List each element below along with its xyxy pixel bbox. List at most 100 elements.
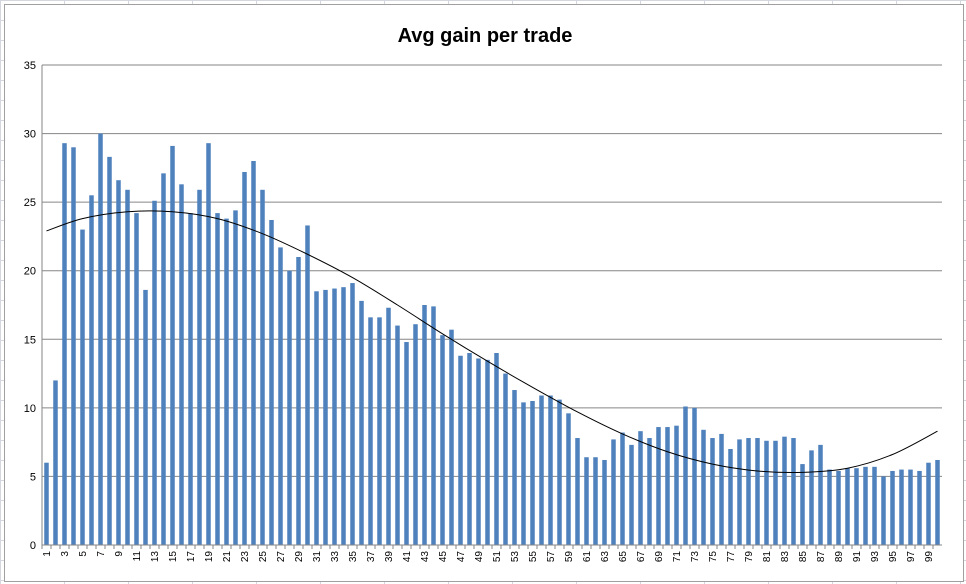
chart-title: Avg gain per trade (397, 25, 573, 47)
bar (449, 329, 454, 545)
bar (287, 270, 292, 545)
bar (422, 305, 427, 545)
bar (710, 438, 715, 545)
bar (602, 459, 607, 545)
bar (494, 353, 499, 545)
x-tick-label: 83 (780, 551, 791, 563)
bar (674, 425, 679, 545)
bar (647, 438, 652, 545)
bar (638, 431, 643, 545)
x-tick-label: 61 (582, 551, 593, 563)
x-tick-label: 11 (132, 551, 143, 562)
x-tick-label: 23 (240, 551, 251, 563)
bar (773, 440, 778, 545)
bar (278, 247, 283, 545)
bar (242, 171, 247, 545)
x-tick-label: 79 (744, 551, 755, 563)
x-tick-label: 5 (78, 551, 89, 557)
x-tick-label: 65 (618, 551, 629, 563)
bar (566, 413, 571, 545)
bar (791, 438, 796, 545)
bar (827, 469, 832, 545)
bar (107, 156, 112, 545)
x-tick-label: 59 (564, 551, 575, 563)
bar (737, 439, 742, 545)
y-tick-label: 5 (30, 471, 36, 483)
bar (863, 466, 868, 545)
x-tick-label: 1 (42, 551, 53, 557)
bar (458, 355, 463, 545)
bar (467, 353, 472, 545)
bar (44, 462, 49, 545)
y-tick-label: 20 (24, 266, 36, 278)
bar (341, 287, 346, 545)
x-tick-label: 53 (510, 551, 521, 563)
bar (692, 407, 697, 545)
bar (620, 432, 625, 545)
x-tick-label: 47 (456, 551, 467, 563)
bar (755, 438, 760, 545)
x-tick-label: 99 (924, 551, 935, 563)
bar (116, 180, 121, 545)
bar (170, 145, 175, 545)
bar (224, 218, 229, 545)
x-tick-label: 95 (888, 551, 899, 563)
y-tick-label: 15 (24, 334, 36, 346)
y-tick-label: 10 (24, 403, 36, 415)
bar (233, 210, 238, 545)
bar (440, 335, 445, 545)
bar (134, 213, 139, 545)
bar (377, 317, 382, 545)
y-tick-label: 30 (24, 129, 36, 141)
bar (800, 464, 805, 545)
x-tick-label: 93 (870, 551, 881, 563)
bar (764, 440, 769, 545)
bar (395, 325, 400, 545)
bar (404, 342, 409, 545)
bar (818, 444, 823, 545)
bar (575, 438, 580, 545)
bar (584, 457, 589, 545)
x-tick-label: 87 (816, 551, 827, 563)
bar (188, 213, 193, 545)
x-tick-label: 89 (834, 551, 845, 563)
x-tick-label: 17 (186, 551, 197, 563)
bar (179, 184, 184, 546)
bar (782, 436, 787, 545)
bar (215, 213, 220, 545)
x-tick-label: 33 (330, 551, 341, 563)
bar (314, 291, 319, 545)
x-tick-label: 35 (348, 551, 359, 563)
x-tick-label: 39 (384, 551, 395, 563)
x-tick-label: 45 (438, 551, 449, 563)
bar (503, 373, 508, 545)
y-tick-label: 0 (30, 540, 36, 552)
bar (143, 289, 148, 545)
y-tick-label: 25 (24, 197, 36, 209)
bar (413, 324, 418, 545)
x-tick-label: 29 (294, 551, 305, 563)
x-tick-label: 67 (636, 551, 647, 563)
x-tick-label: 13 (150, 551, 161, 563)
x-tick-label: 19 (204, 551, 215, 563)
x-tick-label: 3 (60, 551, 71, 557)
bar (152, 200, 157, 545)
bar (611, 439, 616, 545)
bar (62, 143, 67, 545)
bar (908, 469, 913, 545)
bar (305, 225, 310, 545)
x-tick-label: 15 (168, 551, 179, 563)
bar (521, 402, 526, 545)
bar (656, 427, 661, 545)
chart-area[interactable]: Avg gain per trade 0 5 10 15 20 25 30 35 1 3 5 7 9 11… (4, 4, 964, 582)
x-tick-label: 69 (654, 551, 665, 563)
bar (728, 449, 733, 545)
bar (593, 457, 598, 545)
bar (206, 143, 211, 545)
x-tick-label: 51 (492, 551, 503, 563)
bar (269, 219, 274, 545)
x-tick-label: 81 (762, 551, 773, 563)
bar (350, 283, 355, 545)
x-tick-label: 21 (222, 551, 233, 563)
bar (98, 133, 103, 546)
